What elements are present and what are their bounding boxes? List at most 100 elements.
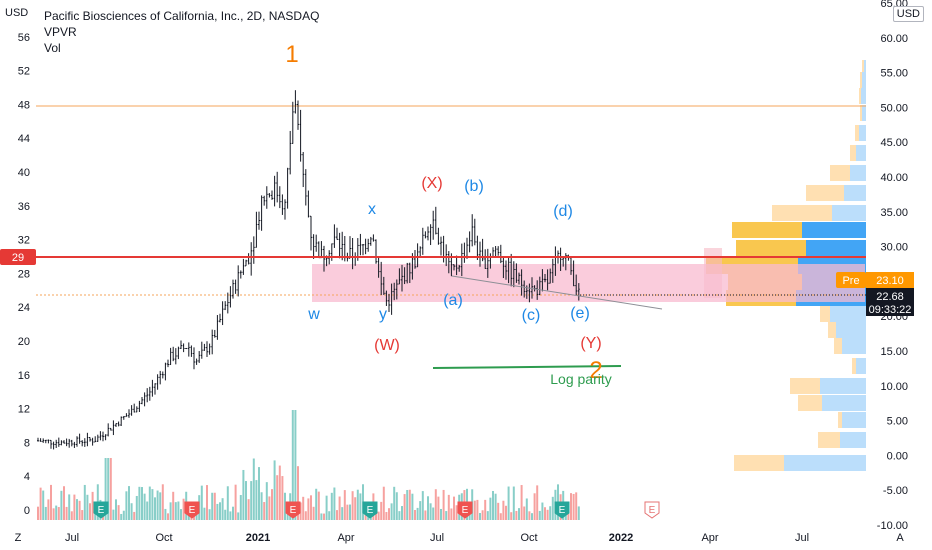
log-parity-line[interactable] xyxy=(432,365,622,369)
symbol-title[interactable]: Pacific Biosciences of California, Inc.,… xyxy=(44,9,320,23)
volume-bar xyxy=(271,489,273,520)
volume-bar xyxy=(510,512,513,520)
volume-bar xyxy=(546,509,549,520)
volume-bars xyxy=(37,410,580,520)
hline-price-tag xyxy=(0,249,36,265)
volume-bar xyxy=(481,510,484,520)
indicator-vol[interactable]: Vol xyxy=(44,41,61,55)
volume-bar xyxy=(494,493,497,520)
last-price-label: 22.68 xyxy=(876,291,904,303)
profile-down-bar xyxy=(834,338,842,354)
volume-bar xyxy=(385,512,388,520)
profile-down-bar xyxy=(818,432,840,448)
volume-bar xyxy=(229,511,232,520)
volume-bar xyxy=(258,467,260,520)
volume-bar xyxy=(130,503,133,520)
volume-bar xyxy=(291,410,294,520)
volume-bar xyxy=(502,500,505,520)
volume-bar xyxy=(432,507,435,520)
volume-bar xyxy=(55,505,58,520)
currency-right-button[interactable]: USD xyxy=(892,6,924,22)
volume-bar xyxy=(133,511,136,520)
profile-up-bar xyxy=(822,395,866,411)
volume-bar xyxy=(398,511,401,520)
volume-bar xyxy=(567,509,570,520)
wave-label: (X) xyxy=(421,175,442,192)
profile-up-bar xyxy=(842,412,866,428)
volume-bar xyxy=(523,506,526,520)
volume-bar xyxy=(211,492,214,520)
premarket-price-label: 23.10 xyxy=(876,275,904,287)
volume-bar xyxy=(359,493,362,520)
volume-bar xyxy=(154,497,156,520)
volume-bar xyxy=(182,498,185,520)
right-tick-label: 0.00 xyxy=(887,450,908,462)
profile-down-bar xyxy=(830,165,850,181)
volume-bar xyxy=(525,498,528,520)
volume-bar xyxy=(247,499,250,520)
volume-bar xyxy=(224,509,227,520)
countdown-label: 09:33:22 xyxy=(869,304,912,316)
right-tick-label: 65.00 xyxy=(880,0,908,10)
volume-bar xyxy=(161,484,164,520)
volume-bar xyxy=(572,493,575,520)
volume-bar xyxy=(447,494,450,520)
volume-bar xyxy=(237,512,240,520)
volume-bar xyxy=(39,487,42,520)
volume-bar xyxy=(252,458,255,520)
volume-bar xyxy=(115,499,117,520)
volume-bar xyxy=(42,490,45,520)
profile-down-bar xyxy=(734,455,784,471)
left-tick-label: 0 xyxy=(24,505,30,517)
volume-bar xyxy=(515,510,518,520)
left-tick-label: 52 xyxy=(18,66,30,78)
volume-bar xyxy=(497,502,500,520)
left-tick-label: 56 xyxy=(18,32,30,44)
volume-bar xyxy=(338,496,341,520)
volume-bar xyxy=(206,485,208,520)
volume-bar xyxy=(177,501,180,520)
time-tick-label: Apr xyxy=(701,532,718,544)
profile-down-bar xyxy=(860,105,862,121)
right-tick-label: -10.00 xyxy=(877,520,908,532)
profile-down-bar xyxy=(838,412,842,428)
volume-bar xyxy=(112,509,115,520)
volume-bar xyxy=(81,510,84,520)
left-tick-label: 48 xyxy=(18,99,30,111)
volume-bar xyxy=(242,469,245,520)
volume-bar xyxy=(172,491,175,520)
volume-bar xyxy=(91,491,94,520)
volume-bar xyxy=(349,504,351,520)
volume-bar xyxy=(167,513,169,520)
consolidation-zone xyxy=(312,264,865,302)
volume-bar xyxy=(70,511,73,520)
volume-bar xyxy=(403,494,406,520)
premarket-tag xyxy=(836,272,866,288)
volume-bar xyxy=(141,487,143,520)
time-tick-label: Jul xyxy=(430,532,444,544)
trendline[interactable] xyxy=(451,275,663,310)
profile-down-bar xyxy=(772,205,832,221)
volume-bar xyxy=(120,513,123,520)
volume-bar xyxy=(320,513,323,520)
volume-bar xyxy=(419,501,422,520)
profile-up-bar xyxy=(820,378,866,394)
profile-up-bar xyxy=(856,145,866,161)
volume-bar xyxy=(250,481,253,520)
volume-bar xyxy=(507,486,510,520)
profile-up-bar xyxy=(784,455,866,471)
profile-up-bar xyxy=(836,322,866,338)
indicator-vpvr[interactable]: VPVR xyxy=(44,25,77,39)
volume-bar xyxy=(255,480,258,520)
volume-bar xyxy=(354,497,357,520)
profile-down-bar xyxy=(850,145,856,161)
volume-bar xyxy=(208,509,211,520)
left-tick-label: 44 xyxy=(18,133,30,145)
volume-bar xyxy=(429,503,432,520)
volume-bar xyxy=(239,495,242,520)
time-tick-label: Jul xyxy=(65,532,79,544)
volume-bar xyxy=(219,502,221,520)
volume-bar xyxy=(78,500,81,520)
